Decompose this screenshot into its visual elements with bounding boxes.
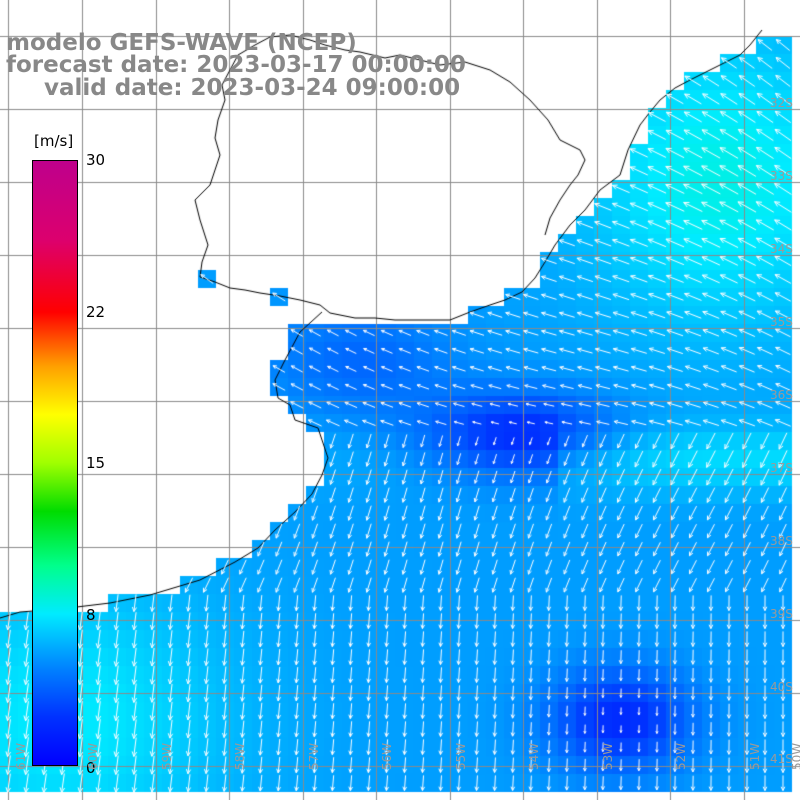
colorbar-tick-15: 15 xyxy=(86,454,106,472)
title-model: modelo GEFS-WAVE (NCEP) xyxy=(6,30,357,56)
lat-label: 39S xyxy=(770,607,793,621)
lat-label: 33S xyxy=(770,169,793,183)
title-valid-date: valid date: 2023-03-24 09:00:00 xyxy=(44,75,461,101)
colorbar-tick-0: 0 xyxy=(86,759,96,777)
title-forecast-date: forecast date: 2023-03-17 00:00:00 xyxy=(6,52,466,78)
colorbar-tick-22: 22 xyxy=(86,303,106,321)
colorbar-unit: [m/s] xyxy=(34,132,74,150)
lon-label: 55W xyxy=(454,742,468,770)
lat-label: 32S xyxy=(770,96,793,110)
lat-label: 36S xyxy=(770,388,793,402)
lat-label: 38S xyxy=(770,534,793,548)
lon-label: 53W xyxy=(601,742,615,770)
lat-label: 35S xyxy=(770,315,793,329)
lon-label: 54W xyxy=(527,742,541,770)
lon-label: 51W xyxy=(748,742,762,770)
lat-label: 40S xyxy=(770,680,793,694)
lon-label: 61W xyxy=(14,742,28,770)
colorbar-tick-30: 30 xyxy=(86,151,106,169)
lat-label: 41S xyxy=(770,752,793,766)
lat-label: 34S xyxy=(770,242,793,256)
lon-label: 58W xyxy=(233,742,247,770)
colorbar-tick-8: 8 xyxy=(86,606,96,624)
lon-label: 56W xyxy=(380,742,394,770)
lat-label: 37S xyxy=(770,461,793,475)
colorbar xyxy=(32,160,78,766)
lon-label: 52W xyxy=(674,742,688,770)
lon-label: 57W xyxy=(307,742,321,770)
lon-label: 60W xyxy=(86,742,100,770)
lon-label: 59W xyxy=(160,742,174,770)
